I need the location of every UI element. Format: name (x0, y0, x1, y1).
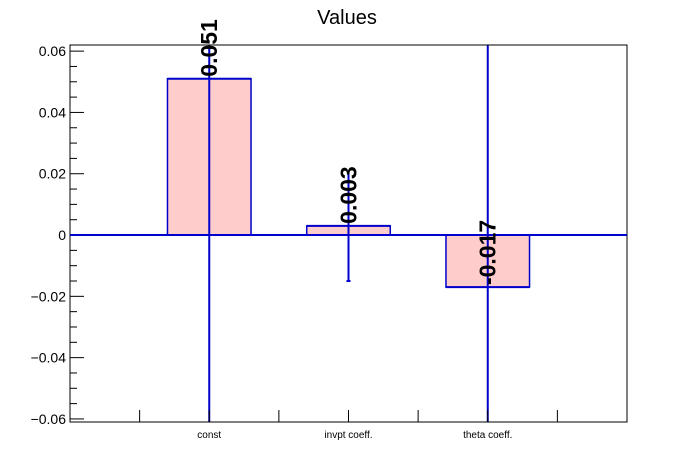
data-label: 0.051 (196, 19, 222, 77)
y-tick-label: 0 (58, 227, 66, 243)
axes-layer (69, 44, 628, 423)
y-tick-label: 0.06 (39, 43, 66, 59)
chart-title: Values (317, 7, 377, 29)
y-tick-label: −0.06 (31, 411, 67, 427)
x-tick-label: const (197, 430, 221, 441)
data-label: -0.017 (475, 220, 501, 285)
x-tick-label: invpt coeff. (324, 430, 372, 441)
x-tick-label: theta coeff. (463, 430, 512, 441)
bars-layer (166, 45, 531, 422)
y-tick-label: 0.04 (39, 104, 66, 120)
y-tick-label: −0.02 (31, 288, 67, 304)
labels-layer: −0.06 −0.04 −0.02 0 0.02 0.04 0.06 const 0.051 in… (31, 19, 513, 441)
y-tick-label: −0.04 (31, 350, 67, 366)
data-label: 0.003 (336, 166, 362, 224)
y-tick-label: 0.02 (39, 166, 66, 182)
